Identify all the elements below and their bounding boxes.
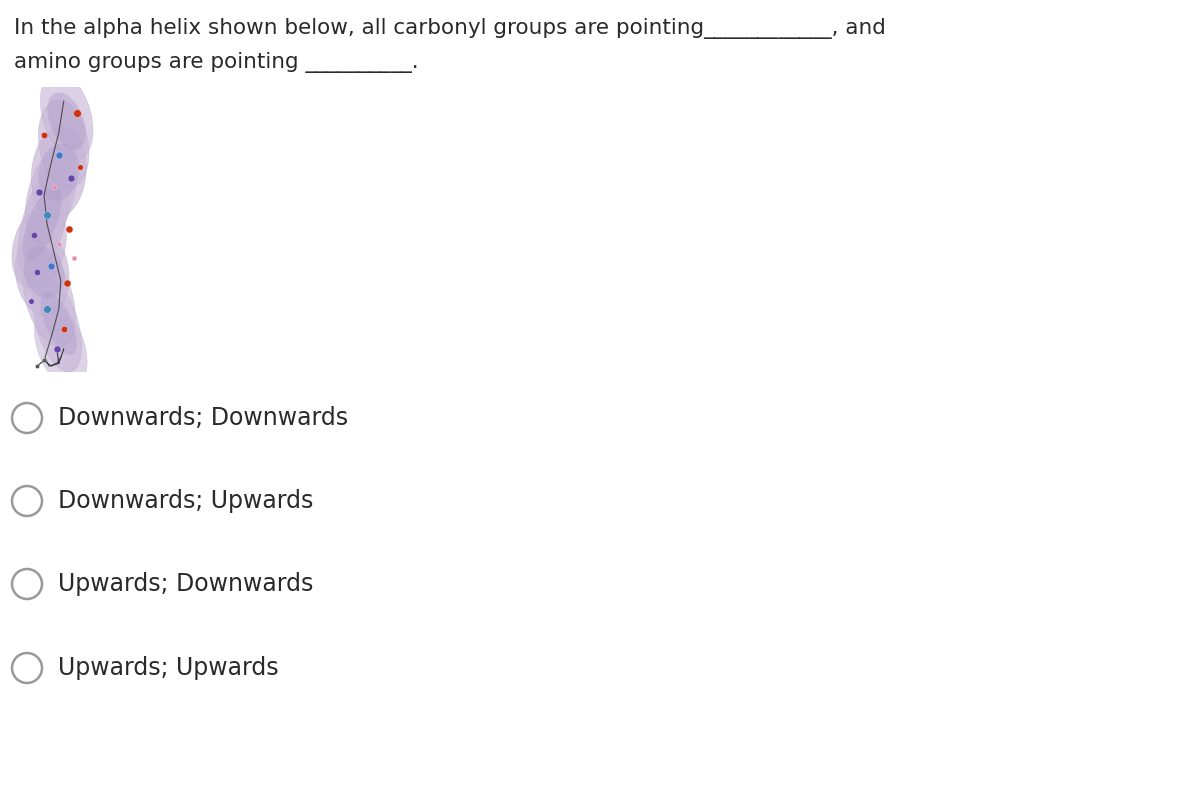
Text: Downwards; Downwards: Downwards; Downwards	[58, 406, 348, 430]
Ellipse shape	[24, 246, 65, 298]
Ellipse shape	[12, 205, 66, 288]
Ellipse shape	[48, 93, 86, 150]
Ellipse shape	[38, 144, 79, 201]
Ellipse shape	[41, 72, 94, 159]
Text: Downwards; Upwards: Downwards; Upwards	[58, 489, 313, 513]
Ellipse shape	[31, 127, 86, 218]
Ellipse shape	[32, 274, 82, 372]
Text: amino groups are pointing __________.: amino groups are pointing __________.	[14, 52, 419, 73]
Ellipse shape	[25, 147, 77, 243]
Ellipse shape	[35, 305, 88, 388]
Ellipse shape	[38, 100, 89, 188]
Ellipse shape	[41, 292, 77, 355]
Text: Upwards; Upwards: Upwards; Upwards	[58, 656, 278, 680]
Ellipse shape	[16, 229, 70, 315]
Text: Upwards; Downwards: Upwards; Downwards	[58, 572, 313, 596]
Text: In the alpha helix shown below, all carbonyl groups are pointing____________, an: In the alpha helix shown below, all carb…	[14, 18, 886, 39]
Ellipse shape	[18, 165, 70, 276]
Ellipse shape	[23, 187, 61, 261]
Ellipse shape	[23, 249, 76, 346]
